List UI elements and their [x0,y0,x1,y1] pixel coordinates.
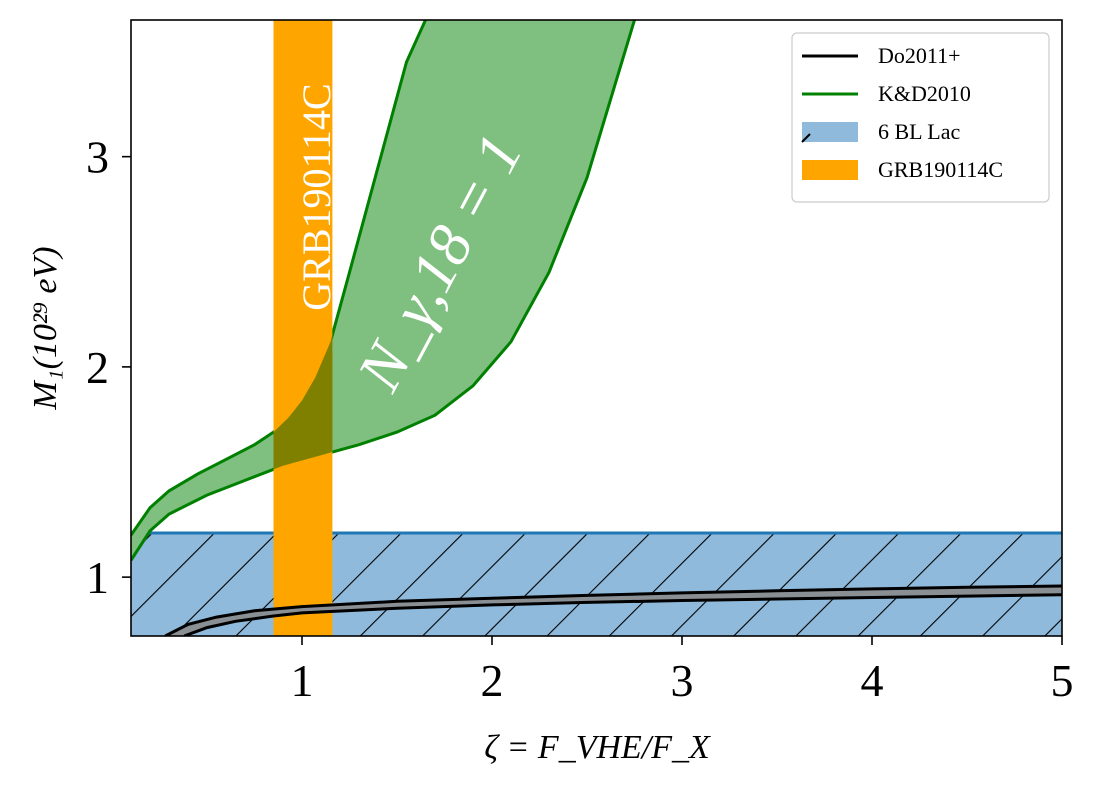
legend-label: K&D2010 [878,81,971,106]
legend: Do2011+ K&D2010 6 BL Lac GRB190114C [791,32,1050,203]
x-tick-label: 5 [1051,655,1074,706]
y-axis-title: M₁(10²⁹ eV) [27,246,64,410]
x-tick-label: 3 [671,655,694,706]
kd2010-band [131,20,636,562]
bl-lac-hatch [131,532,1062,636]
legend-swatch-patch [802,122,858,142]
grb-kd-overlap [273,334,333,470]
x-tick-label: 2 [481,655,504,706]
y-tick-label: 1 [86,552,109,603]
legend-item: GRB190114C [802,157,1003,182]
x-tick-label: 4 [861,655,884,706]
legend-swatch-hatch [801,133,811,143]
overlap-fill [273,334,333,470]
legend-item: Do2011+ [802,43,960,68]
grb190114c-band [273,20,333,636]
do2011-lower-line [183,593,1062,636]
grb-annotation: GRB190114C [294,83,339,310]
legend-label: GRB190114C [878,157,1003,182]
grb190114c-fill [273,20,333,636]
x-axis: 1 2 3 4 5 [291,636,1074,706]
legend-label: 6 BL Lac [878,119,960,144]
plot-area: N_γ,18 = 1 GRB190114C [131,20,1062,636]
kd2010-lower-line [131,20,636,562]
y-axis: 1 2 3 [86,132,131,603]
legend-label: Do2011+ [878,43,960,68]
kd2010-fill [131,20,635,561]
legend-box [791,32,1050,203]
bl-lac-band [131,531,1062,636]
x-axis-title: ζ = F_VHE/F_X [484,729,711,766]
x-tick-label: 1 [291,655,314,706]
legend-item: 6 BL Lac [801,119,960,144]
do2011-upper-line [164,584,1062,636]
legend-item: K&D2010 [802,81,971,106]
legend-swatch-patch [802,160,858,180]
y-tick-label: 3 [86,132,109,183]
plot-frame [130,19,1063,637]
y-tick-label: 2 [86,342,109,393]
do2011-band [164,584,1062,636]
